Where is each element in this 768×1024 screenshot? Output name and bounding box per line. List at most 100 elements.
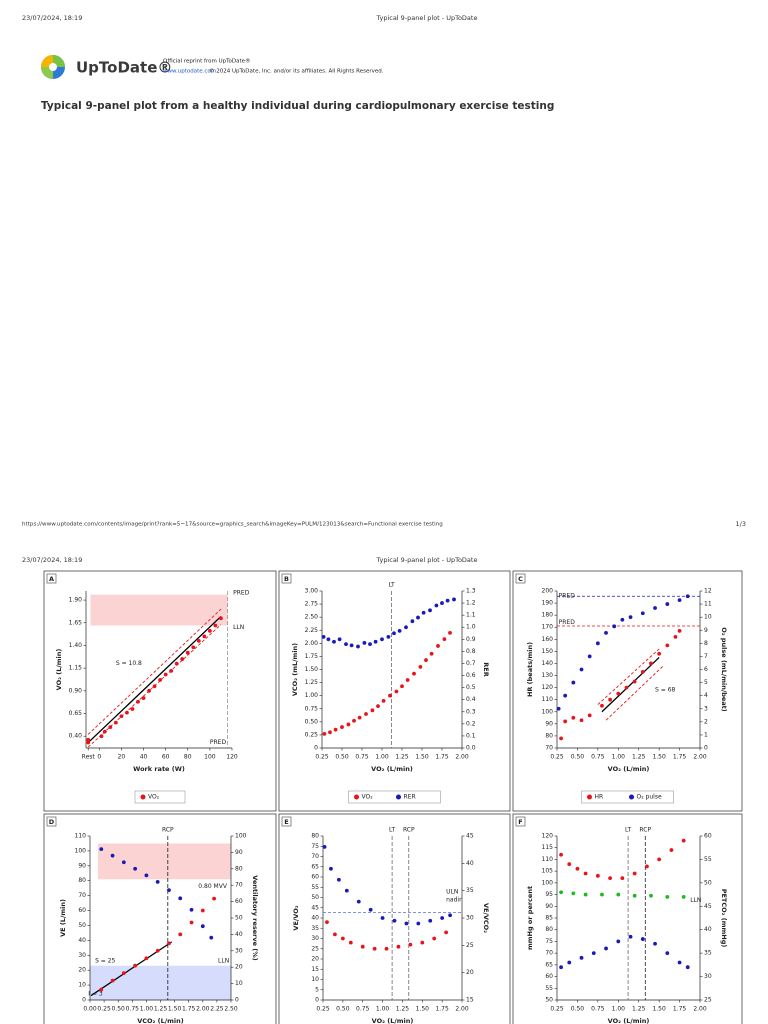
y2-tick-label: 45	[466, 833, 474, 840]
fit-line	[605, 665, 664, 721]
data-point	[336, 877, 341, 882]
y2-tick-label: 0.3	[466, 708, 476, 715]
data-point	[445, 598, 450, 603]
x-tick-label: 2.00	[693, 754, 707, 761]
data-point	[333, 932, 337, 937]
data-point	[404, 921, 409, 926]
copyright: © 2024 UpToDate, Inc. and/or its affilia…	[209, 68, 384, 75]
y2-tick-label: 35	[466, 887, 474, 894]
x-tick-label: 2.00	[455, 1006, 469, 1013]
data-point	[202, 634, 207, 639]
data-point	[167, 941, 171, 946]
y2-tick-label: 0	[235, 997, 239, 1004]
shaded-region	[97, 843, 232, 880]
y-tick-label: 45	[311, 904, 319, 911]
y-tick-label: 1.25	[305, 679, 319, 686]
data-point	[381, 699, 386, 703]
data-point	[665, 602, 670, 606]
y2-axis-title: PETCO₂ (mmHg)	[720, 889, 728, 948]
data-point	[321, 634, 326, 639]
y-tick-label: 30	[78, 952, 86, 959]
data-point	[628, 615, 633, 620]
y-tick-label: 80	[545, 732, 553, 739]
y-tick-label: 25	[311, 945, 319, 952]
y-tick-label: 1.50	[305, 666, 319, 673]
data-point	[152, 684, 157, 689]
x-tick-label: 2.00	[196, 1006, 210, 1013]
data-point	[144, 873, 149, 878]
y-tick-label: 65	[311, 863, 319, 870]
data-point	[380, 916, 385, 920]
x-tick-label: 0.25	[550, 1006, 564, 1013]
panel-letter: F	[518, 818, 522, 826]
y-tick-label: 15	[311, 966, 319, 973]
annotation: S = 10.8	[116, 660, 142, 667]
data-point	[612, 624, 617, 629]
x-tick-label: 0	[97, 754, 101, 761]
threshold-label: RCP	[162, 827, 174, 834]
legend-swatch	[587, 794, 592, 800]
data-point	[583, 892, 588, 897]
y2-tick-label: 20	[466, 969, 474, 976]
y-tick-label: 40	[78, 937, 86, 944]
data-point	[368, 907, 373, 912]
threshold-label: LT	[389, 582, 396, 589]
fit-line	[87, 615, 222, 744]
y2-tick-label: 40	[235, 931, 243, 938]
y2-tick-label: 3	[704, 705, 708, 712]
logo	[41, 55, 65, 79]
data-point	[113, 720, 118, 725]
y2-tick-label: 1.1	[466, 612, 476, 619]
y-tick-label: 0.90	[69, 687, 83, 694]
data-point	[434, 603, 439, 608]
data-point	[559, 890, 563, 895]
data-point	[408, 942, 413, 947]
data-point	[583, 871, 588, 876]
x-tick-label: 0.25	[315, 754, 329, 761]
y2-tick-label: 0.9	[466, 636, 476, 643]
x-tick-label: 1.75	[435, 1006, 449, 1013]
panel-letter-box	[515, 816, 526, 827]
data-point	[685, 965, 690, 970]
y2-tick-label: 1.2	[466, 600, 476, 607]
x-axis-title: VO₂ (L/min)	[608, 765, 650, 773]
data-point	[556, 706, 561, 711]
y-tick-label: 0.75	[305, 705, 319, 712]
data-point	[416, 615, 420, 620]
y-tick-label: 50	[78, 922, 86, 929]
y-tick-label: 30	[311, 935, 319, 942]
y2-tick-label: 0.8	[466, 648, 476, 655]
print-title: Typical 9-panel plot - UpToDate	[376, 556, 478, 564]
site-link[interactable]: www.uptodate.com	[163, 69, 216, 75]
data-point	[163, 672, 168, 677]
fit-line	[601, 656, 660, 713]
data-point	[108, 725, 113, 730]
y2-tick-label: 50	[704, 879, 712, 886]
data-point	[657, 651, 662, 656]
data-point	[405, 678, 410, 682]
y2-tick-label: 15	[466, 997, 474, 1004]
y-tick-label: 140	[542, 660, 554, 667]
data-point	[628, 934, 633, 939]
annotation: PRED	[210, 739, 227, 746]
annotation: ULN	[446, 888, 458, 895]
y-tick-label: 20	[311, 956, 319, 963]
threshold-label: LT	[389, 827, 396, 834]
panel-letter: A	[49, 575, 54, 583]
data-point	[429, 651, 434, 656]
data-point	[213, 623, 218, 628]
data-point	[653, 941, 657, 946]
x-tick-label: 0.00	[83, 1006, 97, 1013]
y2-tick-label: 45	[704, 903, 712, 910]
data-point	[368, 642, 372, 647]
x-tick-label: 2.25	[210, 1006, 224, 1013]
data-point	[86, 737, 91, 742]
y-tick-label: 70	[545, 745, 553, 752]
data-point	[357, 715, 362, 720]
data-point	[608, 876, 613, 881]
data-point	[677, 960, 682, 965]
data-point	[322, 731, 327, 736]
data-point	[322, 845, 327, 849]
x-axis-title: VO₂ (L/min)	[372, 1017, 414, 1024]
